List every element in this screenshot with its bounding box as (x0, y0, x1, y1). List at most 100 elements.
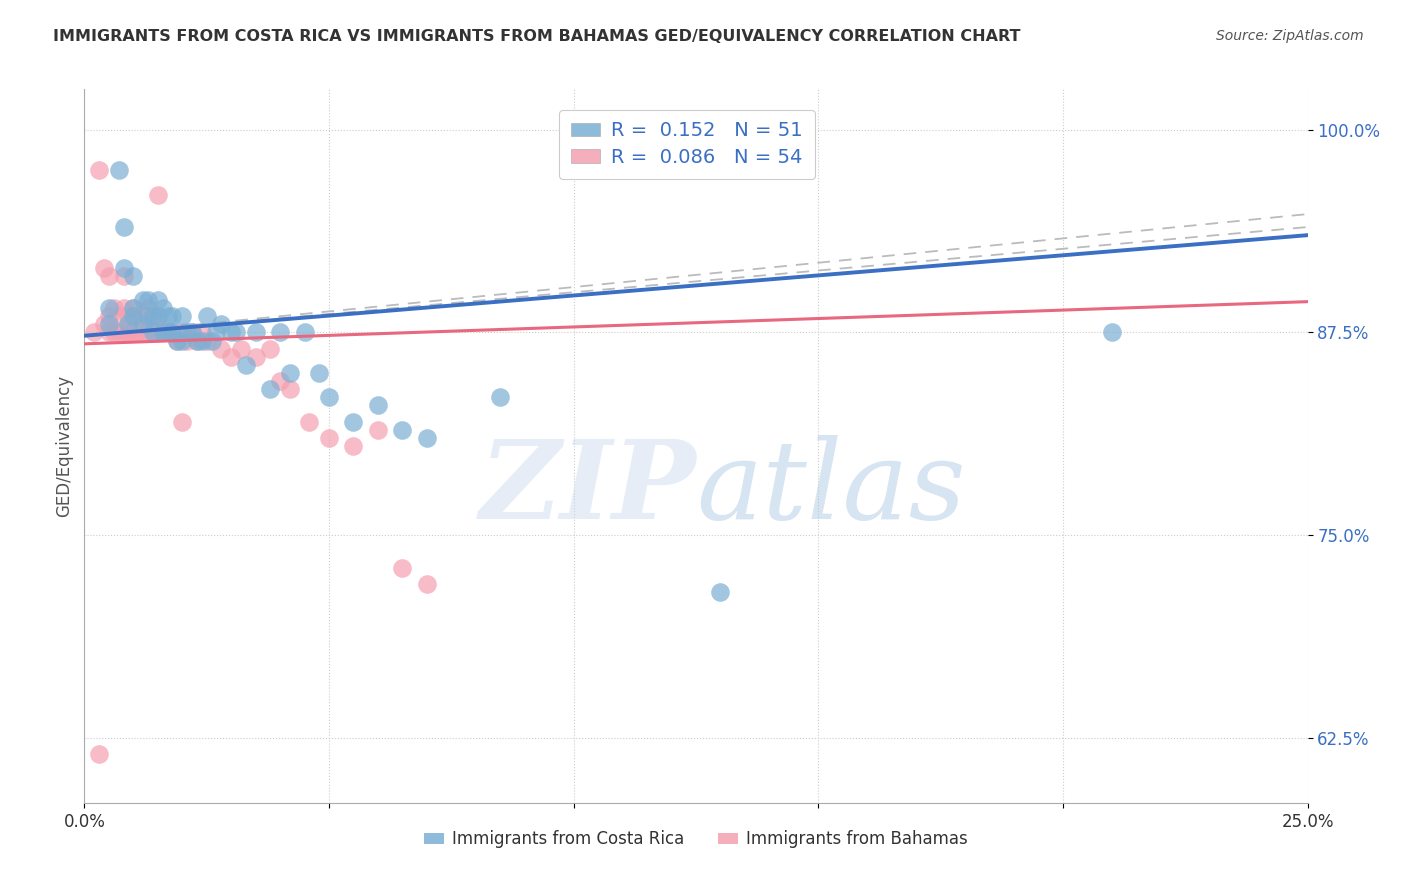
Point (416, 577, 439, 591)
Point (259, 342, 281, 356)
Y-axis label: GED/Equivalency: GED/Equivalency (55, 375, 73, 517)
Point (172, 415, 194, 429)
Text: atlas: atlas (696, 435, 966, 542)
Point (117, 318, 139, 332)
Point (132, 293, 155, 307)
Point (176, 326, 198, 340)
Point (97, 268, 120, 283)
Point (209, 318, 232, 332)
Point (269, 326, 291, 340)
Point (97, 318, 120, 332)
Point (391, 560, 413, 574)
Point (176, 334, 198, 348)
Point (186, 334, 208, 348)
Point (294, 326, 316, 340)
Point (342, 415, 364, 429)
Point (162, 326, 184, 340)
Point (172, 310, 194, 324)
Point (225, 326, 247, 340)
Point (103, 326, 125, 340)
Point (122, 301, 145, 315)
Point (152, 326, 174, 340)
Point (132, 326, 155, 340)
Point (152, 301, 174, 315)
Point (112, 260, 135, 275)
Point (166, 334, 188, 348)
Point (142, 310, 165, 324)
Point (97, 326, 120, 340)
Point (298, 415, 321, 429)
Point (132, 310, 155, 324)
Point (146, 310, 169, 324)
Point (245, 326, 267, 340)
Point (112, 220, 135, 235)
Point (162, 310, 184, 324)
Point (162, 326, 184, 340)
Point (112, 326, 135, 340)
Point (1101, 326, 1123, 340)
Point (127, 310, 149, 324)
Point (278, 366, 301, 380)
Point (83, 326, 105, 340)
Point (93, 318, 115, 332)
Point (181, 326, 204, 340)
Point (195, 310, 218, 324)
Point (205, 326, 228, 340)
Point (146, 187, 169, 202)
Point (235, 358, 257, 372)
Point (191, 334, 214, 348)
Point (122, 326, 145, 340)
Text: ZIP: ZIP (479, 435, 696, 542)
Point (127, 326, 149, 340)
Point (132, 318, 155, 332)
Point (112, 268, 135, 283)
Text: IMMIGRANTS FROM COSTA RICA VS IMMIGRANTS FROM BAHAMAS GED/EQUIVALENCY CORRELATIO: IMMIGRANTS FROM COSTA RICA VS IMMIGRANTS… (53, 29, 1021, 44)
Point (278, 382, 301, 396)
Point (181, 326, 204, 340)
Point (219, 326, 242, 340)
Point (136, 293, 159, 307)
Point (117, 326, 139, 340)
Point (318, 390, 340, 404)
Point (367, 423, 389, 437)
Point (146, 293, 169, 307)
Point (142, 326, 165, 340)
Point (146, 326, 169, 340)
Point (136, 301, 159, 315)
Point (142, 326, 165, 340)
Point (107, 326, 129, 340)
Point (200, 334, 222, 348)
Point (156, 310, 179, 324)
Point (219, 350, 242, 364)
Point (229, 342, 252, 356)
Point (117, 310, 139, 324)
Point (269, 374, 291, 388)
Point (122, 301, 145, 315)
Point (136, 310, 159, 324)
Point (122, 310, 145, 324)
Point (308, 366, 330, 380)
Point (87, 163, 110, 178)
Point (103, 301, 125, 315)
Point (136, 326, 159, 340)
Point (107, 310, 129, 324)
Point (107, 163, 129, 178)
Point (259, 382, 281, 396)
Point (318, 431, 340, 445)
Point (172, 334, 194, 348)
Point (416, 431, 439, 445)
Point (489, 390, 512, 404)
Point (245, 350, 267, 364)
Point (156, 326, 179, 340)
Point (142, 310, 165, 324)
Point (342, 439, 364, 453)
Point (391, 423, 413, 437)
Legend: Immigrants from Costa Rica, Immigrants from Bahamas: Immigrants from Costa Rica, Immigrants f… (418, 824, 974, 855)
Point (166, 334, 188, 348)
Point (172, 326, 194, 340)
Point (209, 342, 232, 356)
Point (122, 268, 145, 283)
Point (87, 747, 110, 761)
Point (709, 585, 731, 599)
Text: Source: ZipAtlas.com: Source: ZipAtlas.com (1216, 29, 1364, 43)
